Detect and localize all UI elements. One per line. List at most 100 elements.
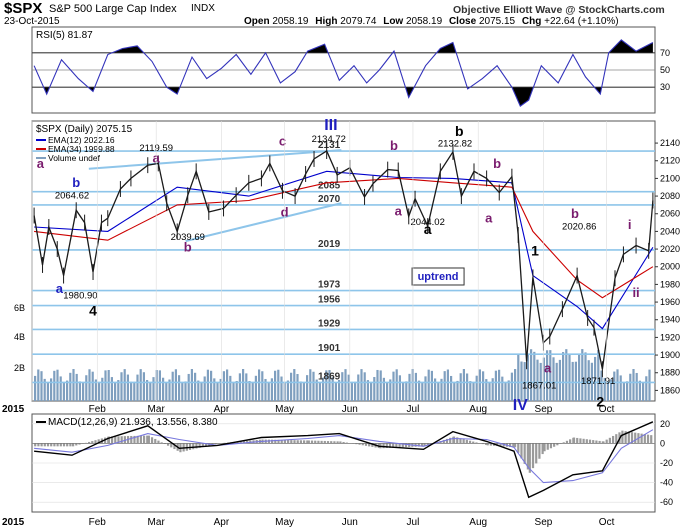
histogram-bar <box>283 439 287 444</box>
price-tick-label: 2000 <box>660 262 680 272</box>
histogram-bar <box>274 439 277 444</box>
volume-bar <box>386 382 389 401</box>
low-value: 2058.19 <box>406 16 443 27</box>
histogram-bar <box>37 443 40 447</box>
volume-bar <box>418 380 421 401</box>
volume-bar <box>344 369 347 401</box>
histogram-bar <box>553 443 556 447</box>
wave-label: a <box>485 211 493 226</box>
low-label: Low <box>383 16 404 27</box>
wave-label: 1 <box>531 242 539 258</box>
price-annotation-value: 2134.72 <box>312 134 346 145</box>
macd-x-tick-label: May <box>275 517 294 528</box>
volume-bar <box>37 369 40 401</box>
price-annotation-value: 1980.90 <box>63 291 97 302</box>
histogram-bar <box>339 441 342 444</box>
volume-bar <box>82 382 85 401</box>
volume-bar <box>341 372 344 401</box>
volume-bar <box>91 371 94 401</box>
trend-line-lower <box>185 202 342 243</box>
histogram-bar <box>546 443 549 450</box>
histogram-bar <box>154 438 157 444</box>
wave-label: a <box>424 221 432 237</box>
volume-bar <box>373 377 376 401</box>
volume-bar <box>536 359 539 401</box>
volume-bar <box>34 375 37 401</box>
volume-bar <box>562 352 565 401</box>
macd-x-tick-label: Jun <box>342 517 358 528</box>
histogram-bar <box>91 441 94 444</box>
histogram-bar <box>201 443 204 448</box>
histogram-bar <box>452 436 456 444</box>
histogram-bar <box>136 435 139 444</box>
volume-bar <box>277 369 280 401</box>
histogram-bar <box>598 440 601 444</box>
price-tick-label: 2140 <box>660 138 680 148</box>
volume-bar <box>309 369 312 401</box>
wave-label: b <box>455 123 464 139</box>
histogram-bar <box>523 443 526 464</box>
histogram-bar <box>40 443 43 447</box>
price-tick-label: 2020 <box>660 244 680 254</box>
histogram-bar <box>280 439 283 444</box>
volume-bar <box>69 372 72 401</box>
volume-bar <box>322 377 325 401</box>
volume-bar <box>498 369 501 401</box>
ohlc-bar: Open 2058.19 High 2079.74 Low 2058.19 Cl… <box>244 16 619 27</box>
volume-bar <box>267 382 270 401</box>
volume-bar <box>558 359 561 401</box>
histogram-bar <box>465 439 468 444</box>
volume-bar <box>600 370 603 401</box>
histogram-bar <box>611 435 615 444</box>
histogram-bar <box>489 443 493 446</box>
histogram-bar <box>627 431 630 444</box>
histogram-bar <box>549 443 553 449</box>
volume-bar <box>507 380 510 401</box>
histogram-bar <box>87 441 91 444</box>
volume-bar <box>203 376 206 401</box>
volume-bar <box>456 380 459 401</box>
volume-bar <box>72 369 75 401</box>
histogram-bar <box>133 435 136 444</box>
histogram-bar <box>246 440 249 444</box>
histogram-bar <box>142 435 146 444</box>
wave-label: ii <box>632 285 639 300</box>
price-level-label: 2019 <box>318 239 341 250</box>
histogram-bar <box>306 440 309 444</box>
wave-label: b <box>184 240 192 255</box>
histogram-bar <box>634 432 637 444</box>
volume-bar <box>501 376 504 401</box>
histogram-bar <box>114 436 117 444</box>
volume-bar <box>437 382 440 401</box>
volume-bar <box>181 382 184 401</box>
volume-bar <box>120 372 123 401</box>
price-level-label: 1901 <box>318 343 341 354</box>
volume-bar <box>216 382 219 401</box>
price-x-tick-label: Jul <box>407 404 420 415</box>
histogram-bar <box>535 443 538 464</box>
histogram-bar <box>130 435 133 444</box>
volume-bar <box>123 369 126 401</box>
legend-entry: EMA(34) 1999.88 <box>48 144 115 154</box>
volume-bar <box>110 377 113 401</box>
volume-bar <box>254 375 257 401</box>
volume-bar <box>248 381 251 401</box>
volume-bar <box>584 352 587 401</box>
volume-bar <box>606 382 609 401</box>
volume-bar <box>56 369 59 401</box>
volume-bar <box>328 370 331 401</box>
volume-bar <box>206 369 209 401</box>
volume-bar <box>635 372 638 401</box>
histogram-bar <box>120 436 123 444</box>
macd-tick-label: -40 <box>660 478 673 488</box>
macd-x-tick-label: Oct <box>599 517 615 528</box>
price-tick-label: 2100 <box>660 173 680 183</box>
histogram-bar <box>420 443 424 447</box>
histogram-bar <box>404 443 408 448</box>
histogram-bar <box>595 440 598 444</box>
histogram-bar <box>569 439 572 444</box>
price-tick-label: 2080 <box>660 191 680 201</box>
index-name: S&P 500 Large Cap Index <box>49 3 177 15</box>
volume-bar <box>133 381 136 401</box>
